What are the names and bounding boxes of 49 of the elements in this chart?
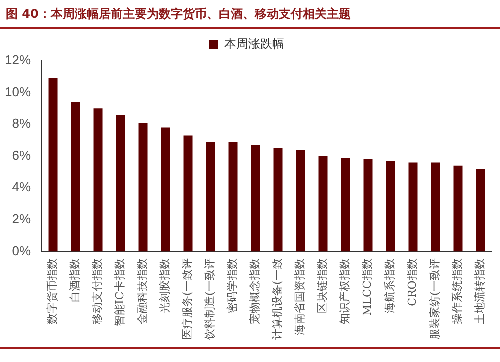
x-tick-label: 宠物概念指数 [248,258,262,325]
x-tick-label: 移动支付指数 [91,258,104,325]
x-tick-label: 计算机设备(一致 [271,258,284,340]
bar [408,162,418,252]
x-tick-label: 操作系统指数 [451,258,464,325]
x-tick-label: 海航系指数 [384,258,397,314]
chart-title: 图 40：本周涨幅居前主要为数字货币、白酒、移动支付相关主题 [0,0,500,29]
bar [161,128,170,252]
y-tick-label: 6% [12,148,32,163]
bar [296,150,306,252]
x-tick-label: 服装家纺(一致评 [428,258,442,340]
bar [206,142,216,252]
x-tick-label: 光刻胶指数 [158,258,172,314]
y-tick-label: 4% [12,180,32,195]
x-tick-label: 数字货币指数 [46,258,60,325]
x-tick-label: 金融科技指数 [136,258,150,325]
y-tick-label: 12% [4,52,32,68]
bar [476,169,486,252]
y-tick-label: 2% [12,212,32,226]
x-tick-label: MLCC指数 [361,258,374,316]
bar [431,162,440,252]
y-tick-label: 10% [4,84,32,100]
bar [94,108,103,252]
bar [138,122,148,252]
bar [454,166,463,252]
x-tick-label: 白酒指数 [68,258,82,303]
bar [48,78,58,252]
x-tick-label: 土地流转指数 [474,258,487,325]
bar [251,145,260,252]
bar [274,148,283,252]
bar [364,160,373,252]
bar [341,158,350,252]
y-tick-label: 0% [12,243,32,258]
bar [184,136,193,252]
x-tick-label: 密码学指数 [226,258,240,314]
x-tick-label: 医疗服务(一致评 [181,258,194,340]
x-tick-label: 海南省国资指数 [294,258,307,336]
x-tick-label: 区块链指数 [316,258,330,314]
bar [71,102,80,252]
x-tick-label: CRO指数 [406,258,420,306]
bar [318,156,328,252]
x-tick-label: 智能IC卡指数 [114,258,127,326]
y-tick-label: 8% [12,116,32,132]
bar [116,115,126,252]
x-tick-label: 饮料制造(一致评 [204,258,217,342]
bar [228,142,238,252]
bar [386,161,396,252]
x-tick-label: 知识产权指数 [338,258,352,325]
legend-label: 本周涨跌幅 [224,37,284,52]
